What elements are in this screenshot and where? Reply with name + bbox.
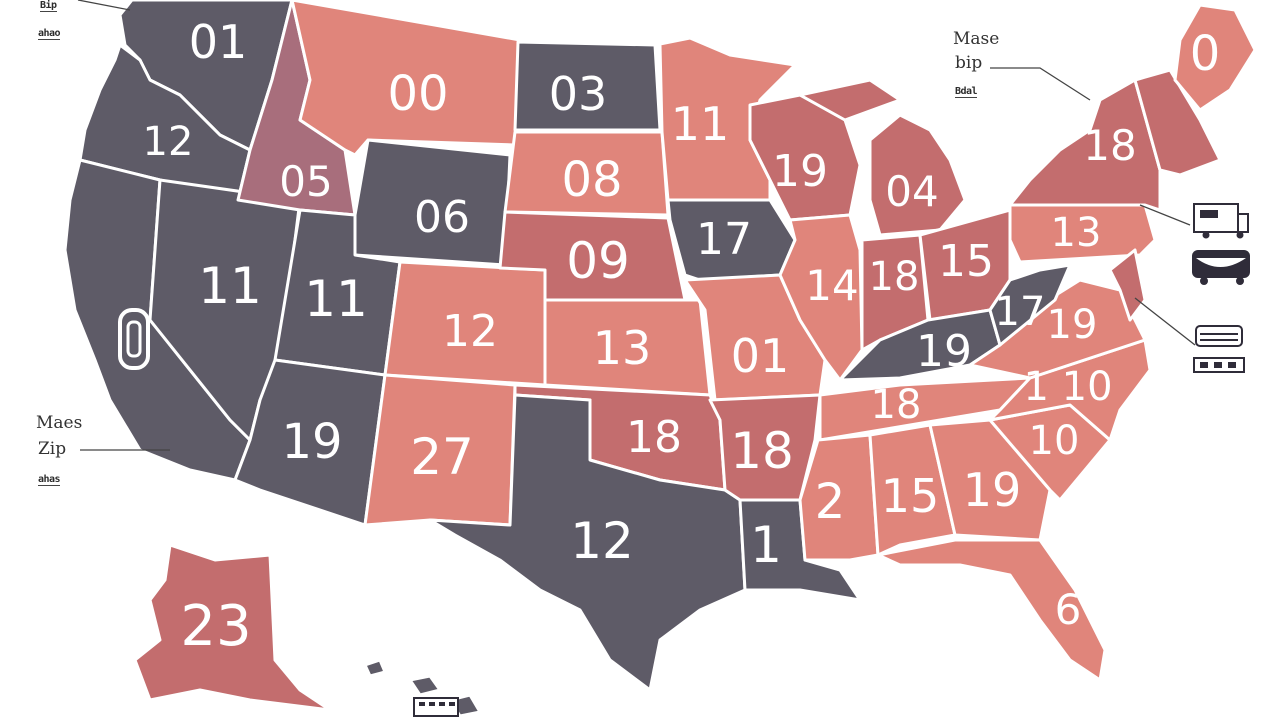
state-ga[interactable] bbox=[928, 418, 1052, 542]
leader-line-top-right bbox=[990, 67, 1091, 101]
leader-line-right-2 bbox=[1134, 297, 1196, 346]
label-pa: 13 bbox=[1051, 210, 1102, 256]
leader-line-top-left bbox=[77, 0, 131, 11]
state-number-labels: 01 12 11 05 00 06 11 19 12 27 03 08 09 1… bbox=[118, 15, 1221, 659]
label-wv: 17 bbox=[995, 289, 1046, 335]
state-mi[interactable] bbox=[798, 78, 967, 237]
label-in: 18 bbox=[869, 254, 920, 300]
label-az: 19 bbox=[281, 414, 342, 470]
state-wv[interactable] bbox=[988, 263, 1072, 347]
label-or: 12 bbox=[143, 119, 194, 165]
label-ms: 2 bbox=[815, 474, 846, 530]
label-sc: 10 bbox=[1029, 418, 1080, 464]
label-ga: 19 bbox=[963, 463, 1022, 517]
legend-left-line2: Zip bbox=[38, 439, 67, 459]
label-co: 12 bbox=[442, 306, 498, 357]
legend-top-right-line3: Bdal bbox=[955, 86, 978, 98]
label-va: 19 bbox=[1047, 302, 1098, 348]
label-ne: 09 bbox=[566, 232, 630, 290]
legend-top-right-line1: Mase bbox=[953, 29, 1000, 49]
label-ut: 11 bbox=[304, 270, 368, 328]
states-layer bbox=[63, 0, 1257, 718]
truck-icon bbox=[1193, 203, 1249, 239]
label-fl: 6 bbox=[1055, 585, 1082, 634]
label-wy: 06 bbox=[414, 192, 470, 243]
state-tx[interactable] bbox=[428, 393, 747, 692]
label-la: 1 bbox=[750, 516, 782, 574]
label-ok: 18 bbox=[626, 412, 682, 463]
state-il[interactable] bbox=[778, 213, 864, 382]
label-wa: 01 bbox=[189, 15, 248, 69]
state-al[interactable] bbox=[868, 423, 957, 557]
bus-icon bbox=[1192, 250, 1250, 285]
state-nd[interactable] bbox=[513, 40, 662, 132]
label-id: 05 bbox=[279, 157, 332, 206]
legend-top-left-line1: Bip bbox=[40, 0, 57, 12]
state-fl[interactable] bbox=[876, 538, 1107, 682]
label-ak: 23 bbox=[180, 594, 251, 659]
label-mt: 00 bbox=[387, 66, 448, 122]
label-nd: 03 bbox=[549, 67, 608, 121]
legend-left-line3: ahas bbox=[38, 474, 61, 486]
label-ar: 18 bbox=[730, 422, 794, 480]
label-al: 15 bbox=[881, 469, 940, 523]
state-wy[interactable] bbox=[353, 138, 512, 267]
label-ky: 19 bbox=[916, 326, 972, 377]
label-oh: 15 bbox=[938, 236, 994, 287]
label-ks: 13 bbox=[593, 321, 652, 375]
label-me: 0 bbox=[1190, 26, 1221, 82]
state-ak[interactable] bbox=[133, 543, 332, 712]
label-mi: 04 bbox=[885, 167, 938, 216]
label-nm: 27 bbox=[410, 428, 474, 486]
building-icon bbox=[413, 697, 459, 717]
train-icon bbox=[1193, 325, 1245, 373]
state-me[interactable] bbox=[1173, 3, 1257, 112]
legend-left-line1: Maes bbox=[36, 413, 83, 433]
label-tx: 12 bbox=[570, 512, 634, 570]
label-ia: 17 bbox=[696, 214, 752, 265]
label-ca-icon bbox=[118, 308, 150, 370]
label-il: 14 bbox=[805, 261, 858, 310]
label-tn: 18 bbox=[871, 382, 922, 428]
label-mo: 01 bbox=[731, 329, 790, 383]
label-nv: 11 bbox=[198, 257, 262, 315]
legend-top-left-line2: ahao bbox=[38, 28, 61, 40]
label-ny: 18 bbox=[1083, 121, 1136, 170]
label-sd: 08 bbox=[561, 152, 622, 208]
state-new-england[interactable] bbox=[1108, 68, 1222, 322]
leader-lines bbox=[77, 0, 1196, 451]
label-wi: 19 bbox=[772, 146, 828, 197]
label-nc: 1 10 bbox=[1023, 364, 1112, 410]
leader-line-right-1 bbox=[1139, 204, 1191, 226]
label-mn: 11 bbox=[671, 97, 730, 151]
legend-top-right-line2: bip bbox=[955, 53, 983, 73]
